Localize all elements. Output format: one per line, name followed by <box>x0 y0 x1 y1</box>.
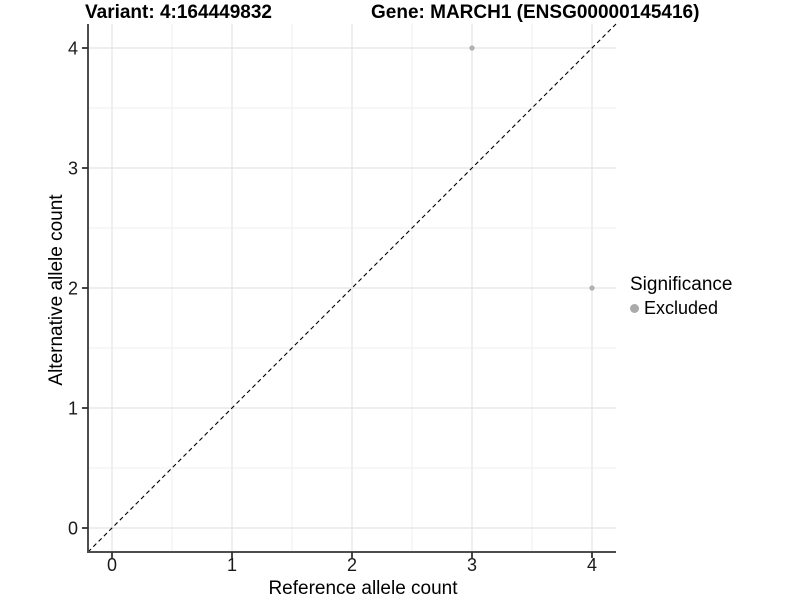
legend: Significance Excluded <box>630 274 732 319</box>
x-axis-tick-label: 1 <box>227 555 237 575</box>
x-axis-title: Reference allele count <box>268 578 458 599</box>
y-axis-tick-label: 3 <box>68 159 78 179</box>
y-axis-tick-label: 2 <box>68 279 78 299</box>
legend-point-icon <box>630 304 639 313</box>
x-axis-tick-label: 3 <box>467 555 477 575</box>
x-axis-tick-label: 2 <box>347 555 357 575</box>
gene-title: Gene: MARCH1 (ENSG00000145416) <box>371 2 700 23</box>
legend-title: Significance <box>630 274 733 295</box>
y-axis-tick-label: 4 <box>68 39 78 59</box>
legend-item-excluded: Excluded <box>630 298 732 319</box>
data-point <box>589 285 595 291</box>
x-axis-tick-label: 0 <box>107 555 117 575</box>
variant-title: Variant: 4:164449832 <box>85 2 272 23</box>
y-axis-tick-label: 1 <box>68 399 78 419</box>
y-axis-title: Alternative allele count <box>46 194 67 386</box>
y-axis-tick-label: 0 <box>68 519 78 539</box>
data-point <box>469 45 475 51</box>
x-axis-tick-label: 4 <box>587 555 597 575</box>
legend-item-label: Excluded <box>644 298 719 318</box>
